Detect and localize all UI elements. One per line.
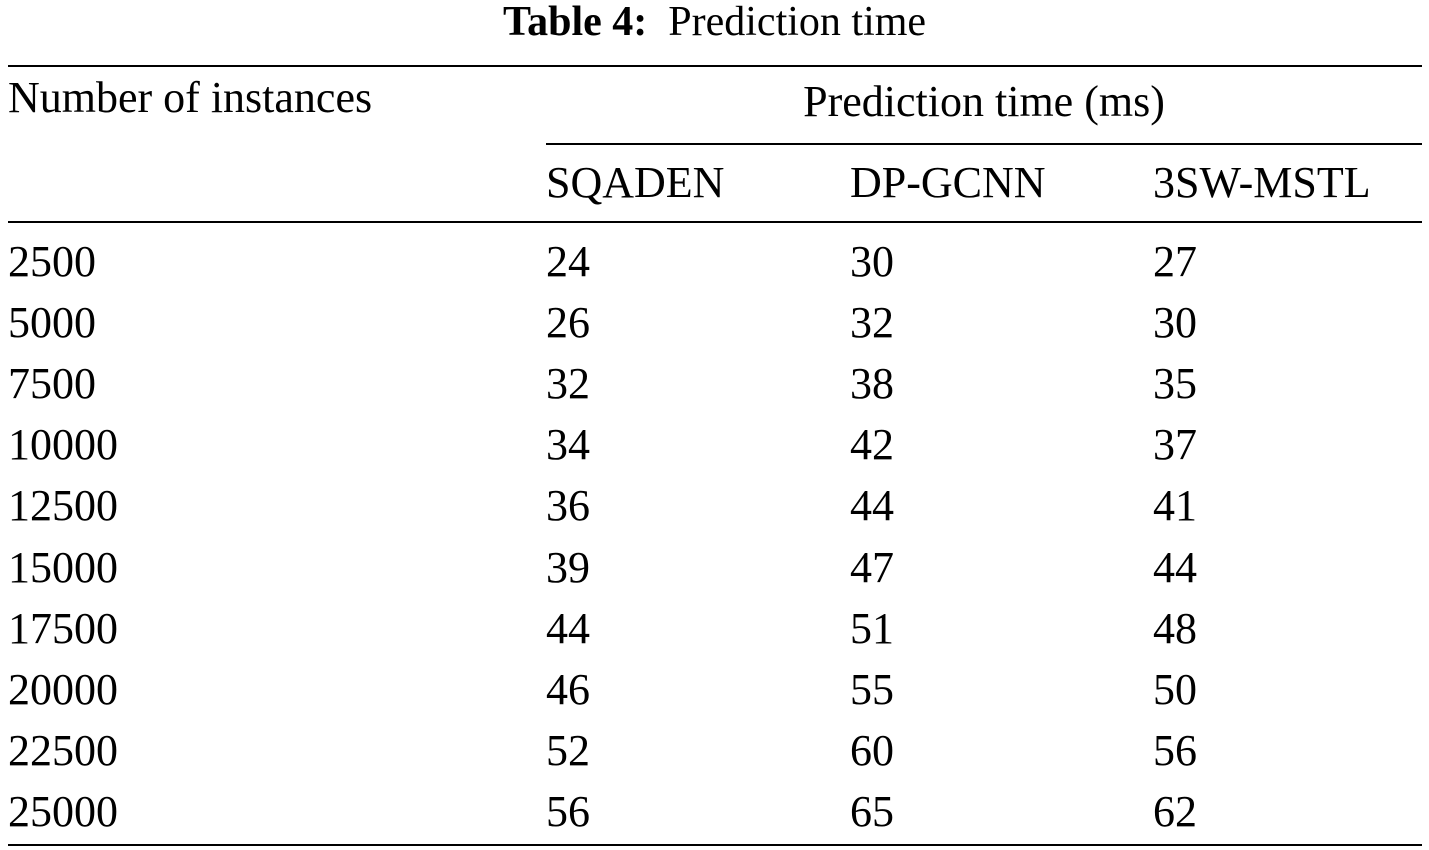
cell: 56 [546, 786, 590, 836]
cell: 30 [850, 237, 894, 286]
cell: 62 [1153, 786, 1197, 836]
caption-label: Table 4: [502, 0, 648, 45]
row-header: Number of instances [8, 73, 373, 122]
cell: 42 [850, 420, 894, 470]
cell: 60 [850, 725, 894, 775]
group-header: Prediction time (ms) [803, 77, 1165, 126]
row-label: 17500 [8, 603, 118, 653]
group-rule [546, 143, 1422, 145]
header-rule [8, 221, 1422, 223]
cell: 24 [546, 237, 590, 286]
bottom-rule [8, 844, 1422, 846]
cell: 46 [546, 664, 590, 714]
row-label: 12500 [8, 481, 118, 531]
row-label: 20000 [8, 664, 118, 714]
cell: 32 [546, 359, 590, 409]
column-header: DP-GCNN [850, 158, 1046, 207]
column-header: 3SW-MSTL [1153, 158, 1371, 207]
cell: 47 [850, 542, 894, 592]
top-rule [8, 65, 1422, 67]
row-label: 15000 [8, 542, 118, 592]
cell: 30 [1153, 298, 1197, 348]
cell: 35 [1153, 359, 1197, 409]
cell: 32 [850, 298, 894, 348]
row-label: 25000 [8, 786, 118, 836]
cell: 34 [546, 420, 590, 470]
cell: 56 [1153, 725, 1197, 775]
row-label: 5000 [8, 298, 96, 348]
row-label: 7500 [8, 359, 96, 409]
cell: 27 [1153, 237, 1197, 286]
cell: 41 [1153, 481, 1197, 531]
cell: 55 [850, 664, 894, 714]
cell: 52 [546, 725, 590, 775]
cell: 44 [850, 481, 894, 531]
cell: 37 [1153, 420, 1197, 470]
column-header: SQADEN [546, 158, 725, 207]
cell: 36 [546, 481, 590, 531]
cell: 51 [850, 603, 894, 653]
cell: 26 [546, 298, 590, 348]
cell: 65 [850, 786, 894, 836]
cell: 48 [1153, 603, 1197, 653]
row-label: 22500 [8, 725, 118, 775]
row-label: 2500 [8, 237, 96, 286]
cell: 38 [850, 359, 894, 409]
cell: 39 [546, 542, 590, 592]
cell: 44 [1153, 542, 1197, 592]
cell: 50 [1153, 664, 1197, 714]
cell: 44 [546, 603, 590, 653]
caption: Table 4: Prediction time [0, 1, 1429, 43]
row-label: 10000 [8, 420, 118, 470]
caption-text: Prediction time [668, 0, 927, 45]
